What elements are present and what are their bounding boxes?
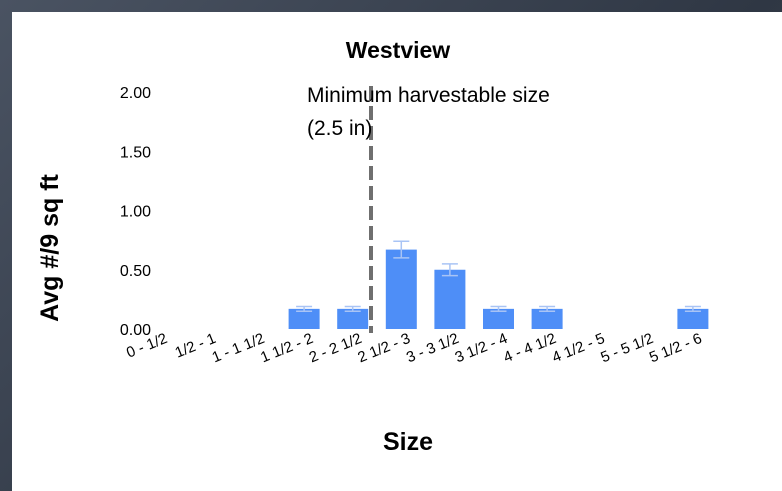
y-tick-label: 1.50: [120, 144, 151, 161]
bar: [677, 308, 709, 329]
error-bar: [441, 263, 458, 277]
x-tick-label: 1 - 1 1/2: [210, 330, 267, 366]
bar: [483, 308, 514, 329]
chart-panel: Westview Avg #/9 sq ft Size 0.00 0.50 1.00…: [12, 12, 782, 491]
x-tick-label: 2 1/2 - 3: [355, 330, 412, 366]
threshold-annotation-line2: (2.5 in): [307, 117, 372, 140]
error-bar: [684, 305, 701, 312]
y-axis-label: Avg #/9 sq ft: [36, 173, 64, 321]
x-tick-label: 5 1/2 - 6: [647, 330, 704, 366]
bar: [434, 269, 466, 329]
x-tick-label: 3 - 3 1/2: [404, 330, 461, 366]
threshold-annotation-line1: Minimum harvestable size: [307, 84, 550, 107]
error-bar: [490, 305, 507, 312]
x-tick-label: 3 1/2 - 4: [453, 330, 510, 366]
bar: [385, 249, 417, 329]
x-tick-label: 4 - 4 1/2: [501, 330, 558, 366]
error-bar: [539, 305, 556, 312]
x-axis-ticks: 0 - 1/2 1/2 - 11 - 1 1/21 1/2 - 22 - 2 1/…: [124, 330, 704, 366]
bar: [531, 308, 563, 329]
x-tick-label: 5 - 5 1/2: [598, 330, 655, 366]
bar: [288, 308, 320, 329]
y-tick-label: 0.00: [120, 322, 151, 339]
x-tick-label: 1 1/2 - 2: [258, 330, 315, 366]
x-tick-label: 2 - 2 1/2: [307, 330, 364, 366]
error-bar: [393, 240, 410, 259]
y-tick-label: 1.00: [120, 204, 151, 221]
bar-series: [288, 249, 709, 329]
x-axis-label: Size: [383, 428, 433, 456]
y-axis-ticks: 0.00 0.50 1.00 1.50 2.00: [120, 85, 151, 339]
error-bars: [296, 240, 701, 312]
bar: [337, 308, 369, 329]
y-tick-label: 2.00: [120, 85, 151, 102]
y-tick-label: 0.50: [120, 263, 151, 280]
bar-chart: Westview Avg #/9 sq ft Size 0.00 0.50 1.00…: [36, 37, 709, 456]
x-tick-label: 4 1/2 - 5: [550, 330, 607, 366]
error-bar: [296, 305, 313, 312]
chart-title: Westview: [346, 37, 451, 63]
error-bar: [344, 305, 361, 312]
